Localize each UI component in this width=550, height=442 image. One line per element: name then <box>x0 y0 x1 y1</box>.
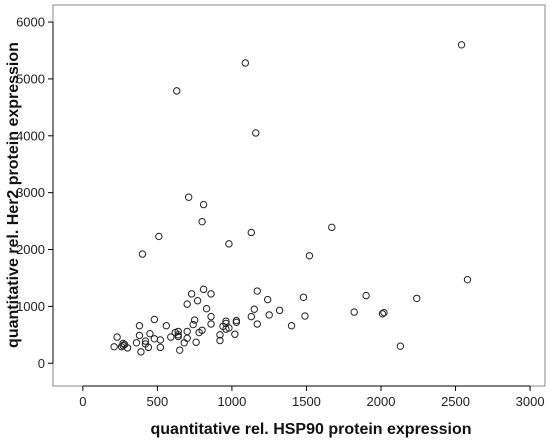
x-tick-label: 2000 <box>367 394 396 409</box>
ticks: 0 500 1000 1500 2000 2500 3000 0 1000 2000 3000 400… <box>16 15 544 409</box>
data-point <box>184 193 193 201</box>
data-point <box>207 320 215 328</box>
data-point <box>207 290 215 298</box>
x-axis-label: quantitative rel. HSP90 protein expressi… <box>151 421 472 438</box>
data-point <box>173 87 181 95</box>
y-tick-label: 6000 <box>16 15 45 30</box>
data-point <box>167 333 175 341</box>
data-point <box>350 308 358 316</box>
data-point <box>119 339 127 348</box>
data-point <box>222 325 230 333</box>
data-point <box>155 232 163 241</box>
data-point <box>141 337 150 345</box>
data-point <box>174 332 182 341</box>
data-point <box>241 59 250 67</box>
data-point <box>253 320 261 328</box>
data-point <box>183 300 191 308</box>
data-point <box>150 315 159 324</box>
data-point <box>189 320 197 329</box>
data-point <box>162 322 171 330</box>
data-point <box>156 343 165 352</box>
data-point <box>138 250 147 258</box>
y-tick-label: 0 <box>38 356 45 371</box>
data-point <box>305 252 314 260</box>
data-point <box>275 306 284 315</box>
x-tick-label: 1000 <box>217 394 246 409</box>
x-tick-label: 500 <box>147 394 169 409</box>
data-point <box>231 330 239 338</box>
y-tick-label: 3000 <box>16 185 45 200</box>
x-tick-label: 3000 <box>516 394 545 409</box>
data-point <box>253 287 261 295</box>
data-point <box>135 322 144 330</box>
data-point <box>123 344 132 352</box>
data-point <box>110 343 118 351</box>
data-point <box>132 339 141 347</box>
data-point <box>176 346 184 354</box>
y-axis-label: quantitative rel. Her2 protein expressio… <box>5 42 22 348</box>
x-tick-label: 2500 <box>441 394 470 409</box>
data-point <box>183 334 191 342</box>
data-points <box>110 41 472 356</box>
data-point <box>183 327 191 336</box>
y-tick-label: 1000 <box>16 299 45 314</box>
data-point <box>198 217 206 226</box>
axes <box>52 22 531 387</box>
data-point <box>232 318 241 327</box>
data-point <box>187 290 196 298</box>
plot-frame <box>52 4 546 387</box>
data-point <box>328 223 336 232</box>
y-tick-label: 4000 <box>16 128 45 143</box>
data-point <box>146 329 154 338</box>
data-point <box>199 200 208 209</box>
data-point <box>457 41 466 49</box>
data-point <box>180 339 188 347</box>
data-point <box>216 336 224 345</box>
data-point <box>199 285 208 294</box>
data-point <box>380 308 388 317</box>
data-point <box>396 342 405 350</box>
data-point <box>156 336 165 344</box>
data-point <box>119 341 127 350</box>
data-point <box>144 343 153 352</box>
data-point <box>150 335 159 343</box>
data-point <box>137 348 145 356</box>
data-point <box>265 311 273 319</box>
data-point <box>299 293 308 301</box>
data-point <box>252 129 260 137</box>
y-tick-label: 5000 <box>16 71 45 86</box>
data-point <box>378 310 387 318</box>
data-point <box>202 304 211 313</box>
data-point <box>287 322 296 330</box>
data-point <box>463 275 472 284</box>
data-point <box>135 331 144 340</box>
data-point <box>195 328 203 337</box>
x-tick-label: 1500 <box>292 394 321 409</box>
data-point <box>301 312 309 320</box>
data-point <box>263 295 272 304</box>
data-point <box>247 228 255 237</box>
data-point <box>413 294 421 303</box>
data-point <box>207 312 215 321</box>
data-point <box>190 316 199 324</box>
data-point <box>216 331 224 339</box>
x-tick-label: 0 <box>79 394 86 409</box>
data-point <box>225 240 233 248</box>
data-point <box>247 312 255 321</box>
data-point <box>192 338 200 346</box>
data-point <box>362 291 370 300</box>
data-point <box>250 305 258 313</box>
data-point <box>113 333 121 341</box>
y-tick-label: 2000 <box>16 242 45 257</box>
data-point <box>193 297 202 305</box>
